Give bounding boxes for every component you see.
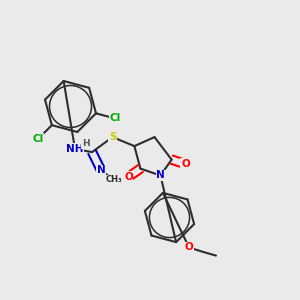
- Text: CH₃: CH₃: [106, 176, 122, 184]
- Text: Cl: Cl: [32, 134, 44, 144]
- Text: S: S: [109, 132, 116, 142]
- Text: NH: NH: [66, 144, 84, 154]
- Text: N: N: [156, 170, 165, 181]
- Text: O: O: [181, 159, 190, 169]
- Text: H: H: [82, 139, 89, 148]
- Text: Cl: Cl: [109, 113, 121, 123]
- Text: O: O: [124, 172, 133, 182]
- Text: N: N: [97, 165, 106, 176]
- Text: O: O: [184, 242, 194, 253]
